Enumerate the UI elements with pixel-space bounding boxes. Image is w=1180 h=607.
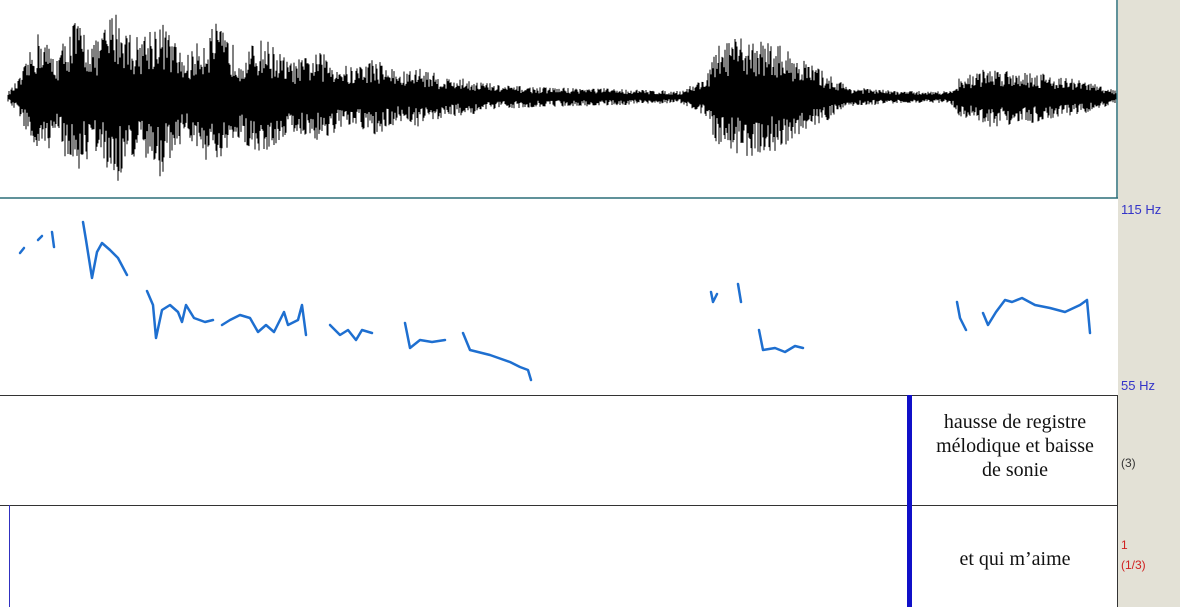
pitch-contour: [18, 220, 1092, 382]
waveform-trace: [7, 14, 1117, 181]
tier-count: (1/3): [1121, 558, 1146, 572]
pitch-max-label: 115 Hz: [1121, 202, 1162, 217]
signal-view: [0, 0, 1118, 607]
interval-text[interactable]: hausse de registre mélodique et baisse d…: [912, 410, 1118, 482]
interval-boundary[interactable]: [907, 395, 912, 607]
tier-count: (3): [1121, 456, 1136, 470]
text-line: hausse de registre: [943, 411, 1087, 433]
text-line: mélodique et baisse: [936, 435, 1094, 457]
pitch-min-label: 55 Hz: [1121, 378, 1155, 393]
text-line: et qui m’aime: [959, 548, 1071, 570]
waveform: [7, 14, 1117, 181]
text-line: de sonie: [981, 459, 1049, 481]
interval-text[interactable]: et qui m’aime: [912, 547, 1118, 571]
sidebar: [1118, 0, 1180, 607]
tier-number: 1: [1121, 538, 1128, 552]
